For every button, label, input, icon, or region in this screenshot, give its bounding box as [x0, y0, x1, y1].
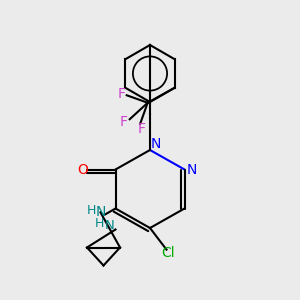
- Text: Cl: Cl: [161, 246, 175, 260]
- Text: H: H: [87, 203, 96, 217]
- Text: N: N: [187, 163, 197, 176]
- Text: N: N: [151, 137, 161, 151]
- Text: F: F: [120, 115, 128, 129]
- Text: O: O: [77, 163, 88, 176]
- Text: F: F: [117, 87, 125, 101]
- Text: H: H: [94, 217, 104, 230]
- Text: F: F: [138, 122, 146, 136]
- Text: N: N: [95, 206, 106, 219]
- Text: N: N: [105, 219, 114, 232]
